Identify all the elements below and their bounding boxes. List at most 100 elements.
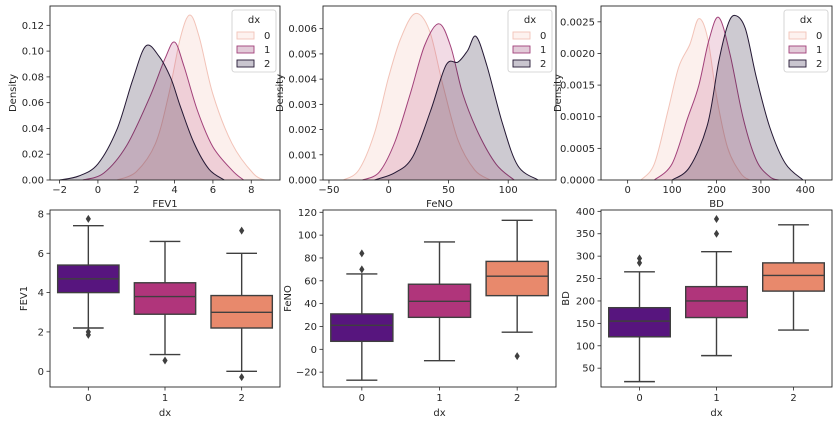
y-tick-label: 6 — [38, 249, 44, 260]
iqr-box — [762, 262, 826, 292]
x-axis-label: FeNO — [426, 199, 453, 210]
kde-line-dx-0 — [343, 12, 491, 181]
y-tick-label: 350 — [576, 229, 595, 240]
y-tick-label: 100 — [298, 231, 317, 242]
legend-label-dx-2: 2 — [264, 59, 270, 70]
x-tick-label: 2 — [514, 393, 520, 404]
outlier-point — [85, 214, 91, 223]
outlier-point — [359, 265, 365, 274]
y-tick-label: 250 — [576, 274, 595, 285]
legend-title: dx — [524, 15, 536, 26]
legend-frame — [783, 9, 829, 73]
kde-line-dx-1 — [362, 23, 515, 181]
kde-panel-feno: −50 0 50 100 0.000 0.001 0.002 0.003 0.004 0.005 0… — [275, 5, 557, 210]
y-tick-label: 0.10 — [22, 47, 44, 58]
x-tick-label: 0 — [386, 185, 392, 196]
y-tick-label: 0.000 — [288, 176, 317, 187]
y-tick-label: 50 — [582, 364, 595, 375]
x-tick-label: 400 — [796, 185, 815, 196]
y-tick-label: 0.005 — [288, 49, 317, 60]
legend-swatch-dx-0 — [512, 31, 531, 40]
legend-swatch-dx-0 — [236, 31, 255, 40]
box-dx-1 — [685, 214, 749, 357]
x-axis-label: dx — [433, 408, 445, 419]
x-tick-label: 2 — [790, 393, 796, 404]
x-tick-label: 100 — [663, 185, 682, 196]
box-dx-2 — [485, 219, 549, 361]
outlier-point — [514, 352, 520, 361]
kde-line-dx-0 — [116, 14, 265, 181]
y-tick-label: 8 — [38, 209, 44, 220]
box-panel-fev1: 0 1 2 0 2 4 6 8 dx FEV1 — [19, 209, 281, 419]
x-tick-label: 0 — [624, 185, 630, 196]
y-tick-label: 0.001 — [288, 150, 317, 161]
y-tick-label: 0 — [38, 367, 44, 378]
y-tick-label: 2 — [38, 327, 44, 338]
legend-frame — [507, 9, 553, 73]
x-tick-label: 2 — [238, 393, 244, 404]
kde-area-dx-1 — [654, 17, 779, 180]
y-tick-label: 0.0010 — [560, 112, 595, 123]
kde-panel-fev1: −2 0 2 4 6 8 0.00 0.02 0.04 0.06 0.08 0.10 0.12 FEV1 D… — [8, 5, 281, 210]
y-tick-label: 0.004 — [288, 75, 317, 86]
kde-area-dx-0 — [343, 13, 491, 180]
y-tick-label: 20 — [304, 322, 317, 333]
y-tick-label: 120 — [298, 208, 317, 219]
legend-frame — [231, 9, 277, 73]
x-axis-label: dx — [710, 408, 722, 419]
y-tick-label: 150 — [576, 319, 595, 330]
y-tick-label: 0.06 — [22, 98, 44, 109]
kde-area-dx-2 — [672, 15, 804, 181]
y-tick-label: 0.0015 — [560, 81, 595, 92]
legend-title: dx — [800, 15, 812, 26]
x-tick-label: 1 — [162, 393, 168, 404]
outlier-point — [239, 373, 245, 382]
y-tick-label: 40 — [304, 299, 317, 310]
box-dx-0 — [330, 249, 394, 381]
legend-label-dx-2: 2 — [816, 59, 822, 70]
legend-label-dx-2: 2 — [540, 59, 546, 70]
y-tick-label: 0.0020 — [560, 49, 595, 60]
y-tick-label: 200 — [576, 296, 595, 307]
y-tick-label: −20 — [296, 368, 317, 379]
legend-label-dx-1: 1 — [540, 45, 546, 56]
x-tick-label: 8 — [248, 185, 254, 196]
x-tick-label: −2 — [52, 185, 67, 196]
y-tick-label: 0.0025 — [560, 17, 595, 28]
legend-swatch-dx-1 — [236, 45, 255, 54]
x-tick-label: 0 — [636, 393, 642, 404]
kde-line-dx-2 — [374, 35, 539, 181]
legend-swatch-dx-2 — [788, 59, 807, 68]
kde-area-dx-0 — [641, 18, 750, 180]
y-axis-label: Density — [8, 74, 19, 112]
x-tick-label: 100 — [499, 185, 518, 196]
box-dx-0 — [56, 214, 120, 339]
y-tick-label: 0.02 — [22, 150, 44, 161]
y-tick-label: 400 — [576, 207, 595, 218]
y-tick-label: 0.002 — [288, 125, 317, 136]
legend-label-dx-0: 0 — [264, 31, 270, 42]
x-tick-label: 300 — [751, 185, 770, 196]
outlier-point — [359, 249, 365, 258]
y-tick-label: 60 — [304, 276, 317, 287]
x-tick-label: 1 — [436, 393, 442, 404]
iqr-box — [133, 282, 197, 315]
box-dx-0 — [608, 254, 672, 383]
box-dx-2 — [762, 224, 826, 331]
x-tick-label: 4 — [171, 185, 177, 196]
y-tick-label: 4 — [38, 288, 44, 299]
legend: dx 0 1 2 — [783, 9, 829, 73]
outlier-point — [713, 229, 720, 238]
kde-line-dx-1 — [653, 16, 779, 181]
legend-title: dx — [248, 15, 260, 26]
legend-swatch-dx-2 — [512, 59, 531, 68]
x-tick-label: 0 — [359, 393, 365, 404]
box-dx-2 — [210, 226, 274, 382]
y-tick-label: 0.12 — [22, 21, 44, 32]
kde-area-dx-1 — [82, 41, 244, 181]
x-axis-label: FEV1 — [152, 199, 177, 210]
axes-frame — [49, 5, 281, 181]
legend-swatch-dx-2 — [236, 59, 255, 68]
legend-swatch-dx-1 — [788, 45, 807, 54]
